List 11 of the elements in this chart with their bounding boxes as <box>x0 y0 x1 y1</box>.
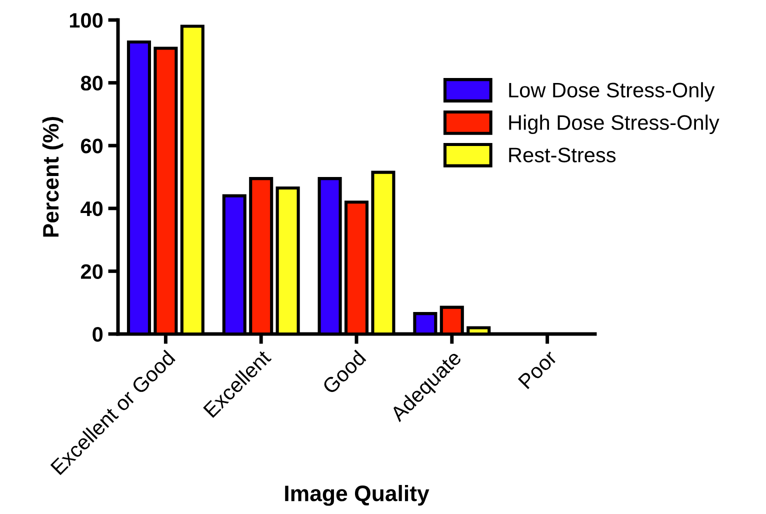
legend-label: High Dose Stress-Only <box>509 114 720 134</box>
y-tick-label: 100 <box>70 13 103 28</box>
y-tick-label: 20 <box>80 264 103 279</box>
y-tick-label: 0 <box>92 327 103 342</box>
legend-label: Rest-Stress <box>509 148 616 162</box>
y-tick-label: 60 <box>81 138 103 154</box>
x-axis-title: Image Quality <box>285 484 430 506</box>
y-tick-label: 40 <box>80 201 103 216</box>
legend-label: Low Dose Stress-Only <box>509 82 715 102</box>
y-tick-label: 80 <box>80 76 103 91</box>
y-axis-title: Percent (%) <box>42 116 64 237</box>
